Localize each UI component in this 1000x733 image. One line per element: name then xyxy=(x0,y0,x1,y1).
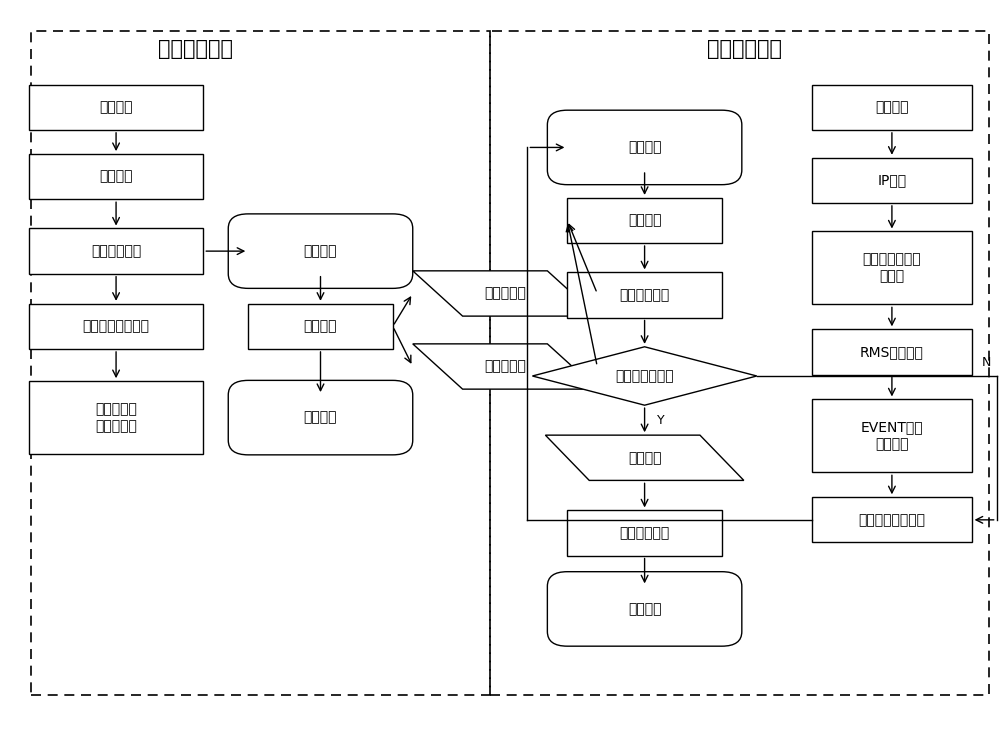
FancyBboxPatch shape xyxy=(812,232,972,304)
FancyBboxPatch shape xyxy=(29,84,203,130)
Text: N: N xyxy=(982,356,991,369)
Text: 偏心分量及安置
角设置: 偏心分量及安置 角设置 xyxy=(863,252,921,284)
FancyBboxPatch shape xyxy=(567,198,722,243)
FancyBboxPatch shape xyxy=(812,329,972,375)
Text: 遥感设备类型设置: 遥感设备类型设置 xyxy=(83,320,150,334)
Bar xyxy=(490,31,989,695)
FancyBboxPatch shape xyxy=(29,229,203,273)
Text: 设备连接: 设备连接 xyxy=(99,100,133,114)
Text: 端口设置: 端口设置 xyxy=(99,169,133,184)
Text: IP设置: IP设置 xyxy=(877,173,906,188)
FancyBboxPatch shape xyxy=(567,272,722,317)
Bar xyxy=(31,31,490,695)
Polygon shape xyxy=(413,344,597,389)
FancyBboxPatch shape xyxy=(567,510,722,556)
Text: 定位定向系统: 定位定向系统 xyxy=(707,39,782,59)
FancyBboxPatch shape xyxy=(812,158,972,203)
Text: RMS精度设置: RMS精度设置 xyxy=(860,345,924,359)
FancyBboxPatch shape xyxy=(547,110,742,185)
Text: 关闭系统: 关闭系统 xyxy=(628,602,661,616)
FancyBboxPatch shape xyxy=(812,497,972,542)
Polygon shape xyxy=(545,435,744,480)
FancyBboxPatch shape xyxy=(29,154,203,199)
FancyBboxPatch shape xyxy=(228,214,413,288)
Text: 系统精度验证: 系统精度验证 xyxy=(619,288,670,302)
Text: Y: Y xyxy=(657,413,664,427)
Text: 陀螺仪数据: 陀螺仪数据 xyxy=(484,287,526,301)
Text: EVENT触发
规则设置: EVENT触发 规则设置 xyxy=(861,420,923,452)
Text: 关闭平台: 关闭平台 xyxy=(304,410,337,424)
Polygon shape xyxy=(413,270,597,316)
Text: 角元素数据: 角元素数据 xyxy=(484,359,526,374)
FancyBboxPatch shape xyxy=(812,84,972,130)
FancyBboxPatch shape xyxy=(29,381,203,454)
Text: 系统稳定: 系统稳定 xyxy=(628,213,661,227)
Polygon shape xyxy=(532,347,757,405)
FancyBboxPatch shape xyxy=(812,399,972,472)
FancyBboxPatch shape xyxy=(228,380,413,455)
Text: 记录数据: 记录数据 xyxy=(628,451,661,465)
Text: 陀螺稳定平台: 陀螺稳定平台 xyxy=(158,39,233,59)
FancyBboxPatch shape xyxy=(547,572,742,647)
Text: 数据记录参数设置: 数据记录参数设置 xyxy=(858,513,925,527)
Text: 俯仰角垂直
偏移量设置: 俯仰角垂直 偏移量设置 xyxy=(95,402,137,433)
Text: 开启平台: 开启平台 xyxy=(628,141,661,155)
Text: 精度满足要求？: 精度满足要求？ xyxy=(615,369,674,383)
Text: 设备连接: 设备连接 xyxy=(875,100,909,114)
Text: 开启平台: 开启平台 xyxy=(304,244,337,258)
FancyBboxPatch shape xyxy=(29,303,203,349)
Text: 停止记录数据: 停止记录数据 xyxy=(619,526,670,540)
Text: 平台控制: 平台控制 xyxy=(304,320,337,334)
Text: 角度参数设置: 角度参数设置 xyxy=(91,244,141,258)
FancyBboxPatch shape xyxy=(248,303,393,349)
